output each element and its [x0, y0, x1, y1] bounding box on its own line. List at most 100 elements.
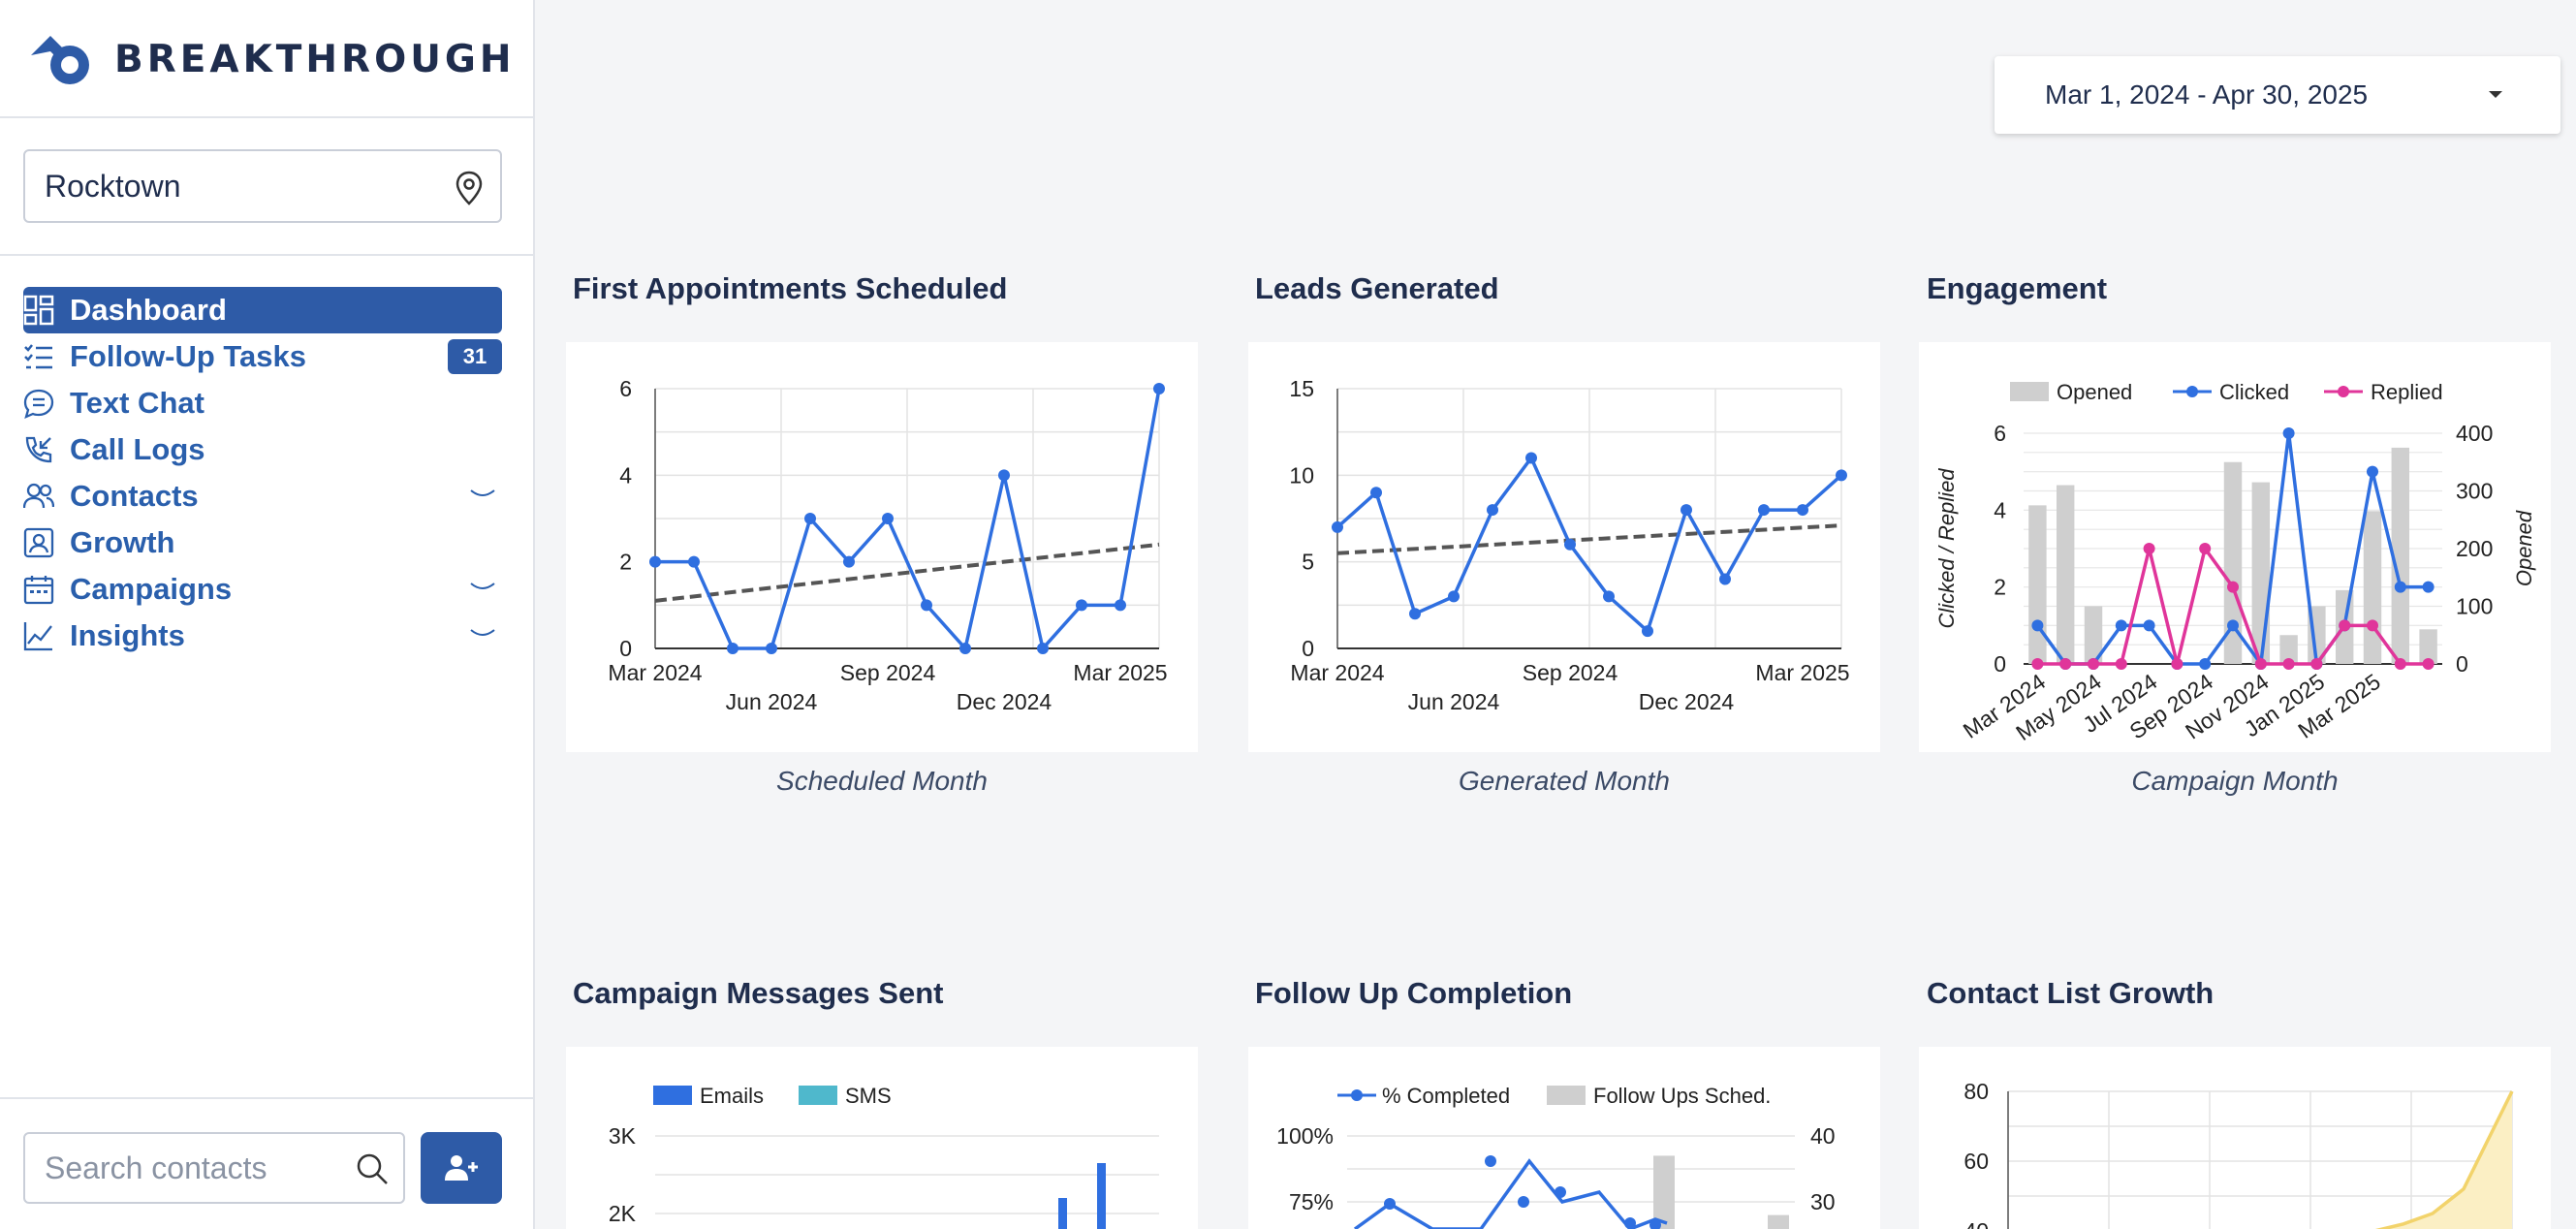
replied-point	[2422, 658, 2435, 670]
sidebar-item-label: Dashboard	[70, 293, 227, 327]
scheduled-bar	[1768, 1214, 1789, 1229]
replied-point	[2143, 543, 2155, 554]
sidebar-item-insights[interactable]: Insights	[23, 613, 502, 659]
data-point	[921, 599, 932, 612]
clicked-point	[2031, 619, 2044, 632]
leads-line-chart: 0 5 10 15 Mar 2024 Sep 2024 Mar 2025 Jun 2024 De…	[1289, 376, 1849, 714]
replied-point	[2199, 543, 2212, 554]
x-tick-label: Mar 2025	[1073, 660, 1167, 685]
growth-area	[2345, 1091, 2512, 1229]
users-icon	[23, 483, 54, 509]
y-tick-label: 0	[1302, 636, 1314, 661]
opened-bar	[2251, 482, 2271, 664]
legend-label: SMS	[845, 1084, 892, 1108]
opened-bar	[2419, 629, 2437, 664]
chevron-down-icon[interactable]	[469, 580, 496, 595]
map-pin-icon	[456, 171, 483, 205]
y-tick-label: 75%	[1289, 1189, 1334, 1214]
y-tick-label: 3K	[609, 1123, 637, 1149]
y-tick-label: 15	[1289, 376, 1314, 401]
growth-line	[2374, 1090, 2514, 1229]
date-range-value: Mar 1, 2024 - Apr 30, 2025	[2045, 79, 2369, 110]
sidebar-item-text-chat[interactable]: Text Chat	[23, 380, 502, 426]
legend-swatch-clicked-dot	[2186, 386, 2198, 397]
y-tick-label: 100%	[1276, 1123, 1334, 1149]
y-tick-label: 2	[619, 550, 632, 575]
clicked-point	[2115, 619, 2127, 632]
data-point	[1115, 599, 1126, 612]
divider	[0, 254, 533, 256]
y-tick-label: 6	[619, 376, 632, 401]
contact-card-icon	[23, 527, 54, 558]
sidebar-nav: Dashboard Follow-Up Tasks 31 Text Chat	[23, 287, 502, 659]
caret-down-icon	[2489, 91, 2502, 98]
add-user-icon	[445, 1155, 478, 1181]
card-title-contact-list-growth: Contact List Growth	[1927, 976, 2215, 1010]
chevron-down-icon[interactable]	[469, 626, 496, 642]
chart-panel-engagement: 0 2 4 6 0 100 200 300 400 Mar 2024 May 2024 Jul 202…	[1919, 342, 2551, 752]
data-point	[882, 513, 894, 524]
breakthrough-logo-icon	[31, 36, 89, 84]
completed-point	[1555, 1186, 1566, 1198]
legend-label: % Completed	[1382, 1084, 1510, 1108]
card-title-first-appointments: First Appointments Scheduled	[573, 271, 1008, 305]
x-tick-label: Jun 2024	[1408, 689, 1500, 714]
y-tick-label: 0	[1994, 651, 2006, 677]
sidebar-item-dashboard[interactable]: Dashboard	[23, 287, 502, 333]
legend-label: Replied	[2371, 380, 2443, 404]
data-point	[1719, 573, 1731, 585]
y2-tick-label: 100	[2456, 594, 2493, 619]
brand-logo[interactable]: BREAKTHROUGH	[25, 27, 516, 91]
data-point	[959, 643, 971, 654]
data-point	[1525, 452, 1537, 464]
search-contacts-input[interactable]: Search contacts	[23, 1132, 405, 1204]
clicked-point	[2394, 581, 2406, 593]
search-icon	[357, 1153, 388, 1184]
legend-swatch-scheduled	[1547, 1086, 1586, 1105]
y2-tick-label: 400	[2456, 421, 2493, 446]
sidebar-item-label: Follow-Up Tasks	[70, 339, 307, 373]
data-point	[843, 555, 855, 568]
x-tick-label: Mar 2024	[1290, 660, 1384, 685]
sidebar-item-contacts[interactable]: Contacts	[23, 473, 502, 520]
sidebar-item-label: Campaigns	[70, 572, 233, 606]
add-contact-button[interactable]	[421, 1132, 502, 1204]
replied-point	[2339, 619, 2351, 632]
x-tick-label: Mar 2024	[608, 660, 702, 685]
location-selector[interactable]: Rocktown	[23, 149, 502, 223]
legend-label: Clicked	[2219, 380, 2289, 404]
clicked-point	[2282, 427, 2295, 439]
y-tick-label: 6	[1994, 421, 2006, 446]
sidebar-item-growth[interactable]: Growth	[23, 520, 502, 566]
date-range-picker[interactable]: Mar 1, 2024 - Apr 30, 2025	[1995, 56, 2560, 134]
appointments-line-chart: 0 2 4 6 Mar 2024 Sep 2024 Mar 2025 Jun 2024 Dec …	[608, 376, 1167, 714]
x-tick-label: Mar 2025	[1755, 660, 1849, 685]
y-tick-label: 60	[1963, 1149, 1989, 1174]
sidebar-item-follow-up-tasks[interactable]: Follow-Up Tasks 31	[23, 333, 502, 380]
y-tick-label: 80	[1963, 1079, 1989, 1104]
replied-point	[2059, 658, 2072, 670]
follow-up-count-badge: 31	[448, 339, 502, 374]
opened-bar	[2056, 485, 2075, 664]
sidebar-item-campaigns[interactable]: Campaigns	[23, 566, 502, 613]
chat-bubble-icon	[23, 389, 54, 419]
legend-swatch-emails	[653, 1086, 692, 1105]
data-point	[1758, 504, 1770, 517]
sidebar-item-call-logs[interactable]: Call Logs	[23, 426, 502, 473]
replied-point	[2254, 658, 2267, 670]
campaign-messages-bar-chart: 3K 2K Emails SMS	[609, 1084, 1159, 1229]
chevron-down-icon[interactable]	[469, 487, 496, 502]
clicked-point	[2227, 619, 2239, 632]
sidebar-item-label: Contacts	[70, 479, 199, 513]
x-tick-label: Dec 2024	[957, 689, 1052, 714]
completed-point	[1518, 1196, 1529, 1208]
chart-panel-campaign-messages: 3K 2K Emails SMS	[566, 1047, 1198, 1229]
y2-tick-label: 30	[1810, 1189, 1836, 1214]
trend-line	[654, 542, 1160, 603]
sidebar-item-label: Call Logs	[70, 432, 205, 466]
x-axis-caption: Generated Month	[1459, 766, 1670, 796]
replied-point	[2310, 658, 2323, 670]
y-tick-label: 2	[1994, 575, 2006, 600]
clicked-point	[2422, 581, 2435, 593]
data-point	[1642, 625, 1653, 638]
